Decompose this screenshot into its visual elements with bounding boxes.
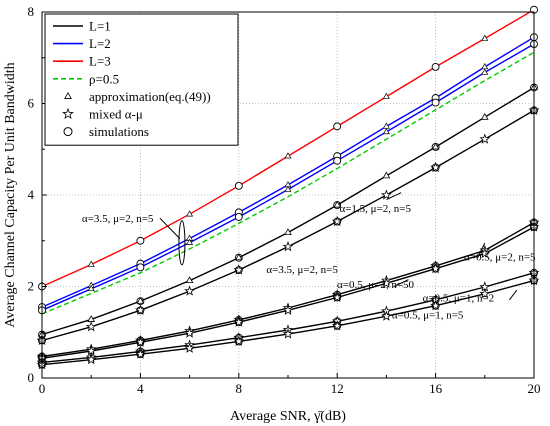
series-9-circle-2 xyxy=(136,350,145,359)
legend: L=1 L=2 L=3 ρ=0.5 approximation(eq.(49)) mixe… xyxy=(44,13,239,146)
series-0-circle-6 xyxy=(333,122,342,131)
series-2-triangle-7 xyxy=(382,127,390,135)
y-tick-label-2: 4 xyxy=(28,187,35,202)
series-0-circle-8 xyxy=(431,62,440,71)
marker-layer xyxy=(36,5,540,370)
legend-label-0: L=1 xyxy=(89,19,111,34)
series-4-triangle-2 xyxy=(136,296,145,304)
x-tick-label-0: 0 xyxy=(39,381,46,396)
axis-ticks: 0 4 8 12 16 20 0 2 4 6 8 xyxy=(28,4,541,396)
series-4-circle-8 xyxy=(431,143,440,151)
series-9-star-7 xyxy=(381,310,392,321)
series-5-star-3 xyxy=(184,285,195,296)
series-0-triangle-3 xyxy=(186,210,194,217)
series-2-triangle-3 xyxy=(186,238,194,245)
x-tick-label-5: 20 xyxy=(528,381,541,396)
series-0-triangle-9 xyxy=(481,34,489,41)
series-9-circle-8 xyxy=(431,301,440,310)
legend-swatch-4 xyxy=(64,91,72,99)
series-2-circle-6 xyxy=(333,156,342,165)
series-5-circle-2 xyxy=(136,306,145,315)
legend-label-1: L=2 xyxy=(89,36,111,51)
annotation-ellipse-0 xyxy=(178,220,186,266)
series-9-star-5 xyxy=(282,328,294,339)
series-4-circle-4 xyxy=(234,253,243,262)
series-0-circle-2 xyxy=(136,236,145,245)
series-2-circle-2 xyxy=(136,263,145,272)
series-7-circle-2 xyxy=(136,338,145,347)
series-4-triangle-5 xyxy=(284,228,292,236)
series-9-star-1 xyxy=(85,354,97,365)
annotation-leader-line-0 xyxy=(386,192,402,201)
series-4-triangle-9 xyxy=(480,112,489,120)
annotation-leader-line-3 xyxy=(509,289,518,301)
series-9-circle-6 xyxy=(333,321,342,330)
series-5-star-5 xyxy=(282,241,294,252)
legend-label-2: L=3 xyxy=(89,54,111,69)
series-5-star-1 xyxy=(85,321,97,332)
annotation-0: α=3.5, μ=2, n=5 xyxy=(82,213,154,225)
legend-label-4: approximation(eq.(49)) xyxy=(89,89,211,104)
legend-swatch-5 xyxy=(62,107,74,119)
y-tick-label-1: 2 xyxy=(28,279,35,294)
series-4-circle-2 xyxy=(136,297,145,306)
x-tick-label-3: 12 xyxy=(331,381,344,396)
annotation-2: α=3.5, μ=2, n=5 xyxy=(266,264,338,276)
y-tick-label-0: 0 xyxy=(28,370,35,385)
annotation-4: α=0.5, μ=2, n=5 xyxy=(464,251,536,263)
series-7-circle-8 xyxy=(431,264,440,273)
y-tick-label-4: 8 xyxy=(28,4,35,19)
annotation-5: α=0.5, μ=1, n=2 xyxy=(423,293,495,305)
series-0-circle-4 xyxy=(234,181,243,190)
legend-swatch-6 xyxy=(63,127,73,137)
series-4-triangle-8 xyxy=(431,142,440,150)
series-0-triangle-5 xyxy=(284,152,292,159)
series-2-circle-4 xyxy=(234,213,243,221)
annotations: α=3.5, μ=2, n=5 α=1.5, μ=2, n=5 α=3.5, μ=2… xyxy=(82,192,536,322)
series-5-circle-6 xyxy=(333,217,342,226)
y-tick-label-3: 6 xyxy=(28,96,35,111)
annotation-leader-0 xyxy=(159,217,181,240)
series-5-star-9 xyxy=(479,133,491,144)
series-2-triangle-1 xyxy=(87,284,95,292)
series-5-circle-4 xyxy=(234,266,243,274)
x-tick-label-2: 8 xyxy=(236,381,243,396)
x-tick-label-1: 4 xyxy=(137,381,144,396)
series-7-star-3 xyxy=(184,327,195,338)
series-4-triangle-4 xyxy=(234,253,243,261)
legend-label-5: mixed α-μ xyxy=(89,107,143,122)
annotation-leader-line-1 xyxy=(393,279,409,287)
series-4-triangle-6 xyxy=(333,200,342,208)
series-9-star-9 xyxy=(479,288,491,299)
series-7-circle-6 xyxy=(333,293,342,302)
series-4-circle-6 xyxy=(333,201,342,210)
series-9-star-3 xyxy=(184,342,195,353)
series-7-star-9 xyxy=(479,247,491,259)
annotation-leader-line-2 xyxy=(476,242,486,259)
annotation-1: α=1.5, μ=2, n=5 xyxy=(339,203,411,215)
series-0-triangle-1 xyxy=(87,260,95,267)
series-2-circle-8 xyxy=(431,98,440,107)
series-5-star-7 xyxy=(381,189,392,200)
x-axis-label: Average SNR, γ̄(dB) xyxy=(230,409,346,424)
series-0-triangle-7 xyxy=(382,92,390,99)
y-axis-label: Average Channel Capacity Per Unit Bandwi… xyxy=(3,62,18,327)
series-4-triangle-7 xyxy=(382,171,391,179)
series-line-3 xyxy=(41,51,535,315)
x-tick-label-4: 16 xyxy=(429,381,443,396)
annotation-3: α=0.5, μ=2, n=50 xyxy=(337,279,415,291)
series-2-triangle-5 xyxy=(284,185,292,192)
legend-label-6: simulations xyxy=(89,124,149,139)
series-2-triangle-9 xyxy=(481,68,489,75)
legend-label-3: ρ=0.5 xyxy=(89,71,119,86)
series-7-star-7 xyxy=(381,277,392,288)
annotation-6: α=0.5, μ=1, n=5 xyxy=(392,310,464,322)
series-9-circle-4 xyxy=(234,337,243,346)
series-4-triangle-3 xyxy=(185,276,194,284)
series-7-star-5 xyxy=(282,304,294,315)
series-7-circle-4 xyxy=(234,318,243,327)
series-5-circle-8 xyxy=(431,163,440,172)
